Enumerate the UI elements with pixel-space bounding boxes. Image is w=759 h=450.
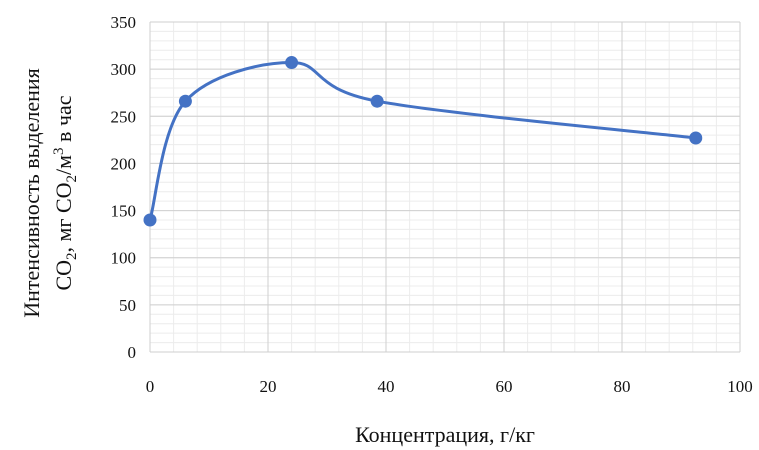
x-tick-label: 100 bbox=[727, 377, 753, 396]
y-tick-label: 300 bbox=[111, 60, 137, 79]
y-axis-label-line2: CO2, мг CO2/м3 в час bbox=[51, 95, 80, 290]
y-label-subscript-2a: 2 bbox=[64, 252, 80, 260]
y-axis-label-line1: Интенсивность выделения bbox=[19, 68, 44, 318]
data-point bbox=[689, 131, 703, 145]
x-tick-label: 40 bbox=[378, 377, 395, 396]
y-tick-label: 50 bbox=[119, 296, 136, 315]
y-label-part-m: /м bbox=[51, 155, 76, 175]
y-tick-label: 350 bbox=[111, 13, 137, 32]
y-label-part-mg-co: , мг CO bbox=[51, 182, 76, 252]
x-tick-label: 20 bbox=[260, 377, 277, 396]
y-tick-label: 100 bbox=[111, 249, 137, 268]
y-tick-label: 250 bbox=[111, 107, 137, 126]
series-layer bbox=[143, 56, 703, 227]
series-line bbox=[148, 61, 698, 222]
data-point bbox=[285, 56, 299, 70]
y-label-part-co: CO bbox=[51, 260, 76, 291]
y-tick-label: 200 bbox=[111, 154, 137, 173]
x-tick-label: 80 bbox=[614, 377, 631, 396]
y-tick-labels: 0 50 100 150 200 250 300 350 bbox=[111, 13, 137, 362]
y-label-part-per-hour: в час bbox=[51, 95, 76, 147]
x-tick-label: 60 bbox=[496, 377, 513, 396]
x-tick-labels: 0 20 40 60 80 100 bbox=[146, 377, 753, 396]
y-tick-label: 150 bbox=[111, 202, 137, 221]
x-axis-label: Концентрация, г/кг bbox=[355, 422, 535, 447]
y-tick-label: 0 bbox=[128, 343, 137, 362]
x-tick-label: 0 bbox=[146, 377, 155, 396]
major-grid bbox=[149, 21, 741, 353]
data-point bbox=[178, 94, 192, 108]
y-label-subscript-2b: 2 bbox=[64, 175, 80, 183]
y-label-superscript-3: 3 bbox=[51, 147, 67, 155]
data-point bbox=[370, 94, 384, 108]
data-point bbox=[143, 213, 157, 227]
